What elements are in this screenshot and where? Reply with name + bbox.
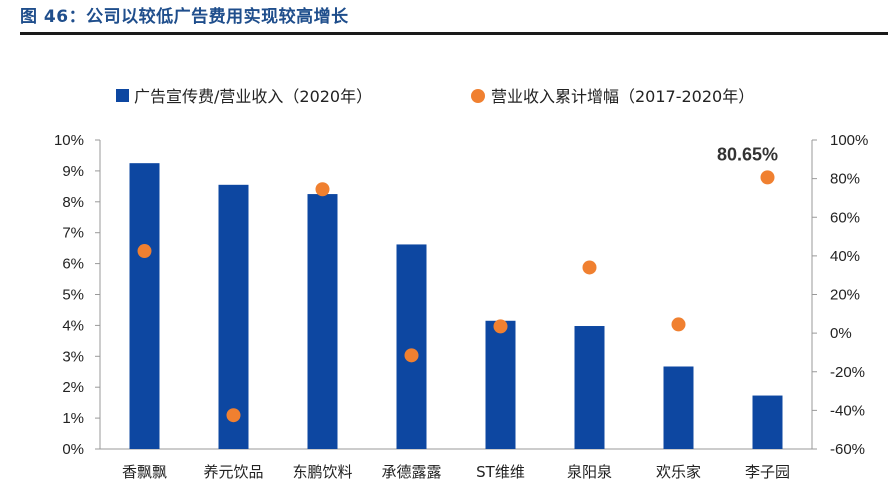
bar — [663, 366, 694, 449]
legend: 广告宣传费/营业收入（2020年） 营业收入累计增幅（2017-2020年） — [116, 87, 754, 106]
legend-swatch-dot — [471, 89, 485, 103]
bar-series — [129, 163, 783, 450]
category-label: 香飘飘 — [122, 463, 167, 481]
annotation-label: 80.65% — [717, 144, 778, 164]
left-tick-label: 3% — [62, 348, 84, 365]
bar — [307, 194, 338, 449]
left-tick-label: 2% — [62, 379, 84, 396]
category-label: 东鹏饮料 — [292, 463, 352, 481]
left-tick-label: 4% — [62, 317, 84, 334]
category-label: 承德露露 — [381, 463, 441, 481]
category-label: 养元饮品 — [203, 463, 263, 481]
dot-series — [137, 170, 775, 423]
right-tick-label: -60% — [830, 441, 865, 458]
left-tick-label: 0% — [62, 441, 84, 458]
legend-label-bar: 广告宣传费/营业收入（2020年） — [134, 87, 372, 106]
dot — [493, 319, 508, 334]
right-tick-label: -20% — [830, 364, 865, 381]
figure-title: 图 46：公司以较低广告费用实现较高增长 — [20, 7, 349, 27]
left-tick-label: 7% — [62, 225, 84, 242]
right-tick-label: -40% — [830, 402, 865, 419]
left-tick-label: 9% — [62, 163, 84, 180]
left-tick-label: 6% — [62, 256, 84, 273]
dot — [404, 348, 419, 363]
category-label: 李子园 — [745, 463, 790, 481]
right-tick-label: 60% — [830, 209, 860, 226]
legend-swatch-bar — [116, 89, 129, 102]
bar — [396, 244, 427, 449]
legend-label-dot: 营业收入累计增幅（2017-2020年） — [491, 87, 754, 106]
right-tick-label: 80% — [830, 171, 860, 188]
left-tick-label: 8% — [62, 194, 84, 211]
dot — [226, 408, 241, 423]
axes: 0% 1% 2% 3% 4% 5% 6% 7% 8% 9% 10% -60% -40% -20% 0% 20%… — [54, 132, 868, 458]
dot — [671, 317, 686, 332]
category-label: ST维维 — [476, 463, 525, 481]
category-labels: 香飘飘 养元饮品 东鹏饮料 承德露露 ST维维 泉阳泉 欢乐家 李子园 — [122, 463, 790, 481]
bar — [485, 320, 516, 449]
bar — [129, 163, 160, 450]
right-tick-label: 40% — [830, 248, 860, 265]
right-tick-label: 0% — [830, 325, 852, 342]
left-tick-label: 10% — [54, 132, 84, 149]
right-tick-label: 20% — [830, 287, 860, 304]
dot — [582, 260, 597, 275]
category-label: 泉阳泉 — [567, 463, 612, 481]
category-label: 欢乐家 — [656, 463, 701, 481]
dot — [137, 244, 152, 259]
bar — [218, 184, 249, 449]
dot — [760, 170, 775, 185]
bar — [752, 395, 783, 449]
left-tick-label: 1% — [62, 410, 84, 427]
right-tick-label: 100% — [830, 132, 868, 149]
bar — [574, 326, 605, 449]
left-tick-label: 5% — [62, 287, 84, 304]
title-rule — [20, 32, 888, 35]
dot — [315, 182, 330, 197]
